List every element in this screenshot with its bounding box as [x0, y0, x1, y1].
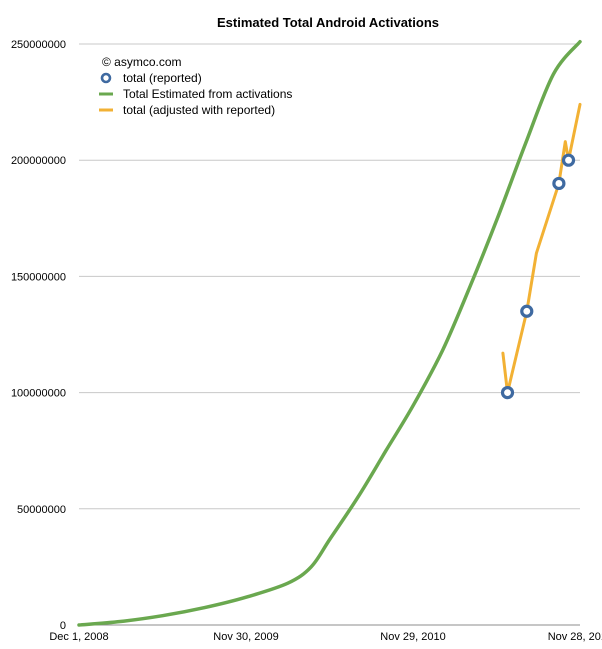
y-tick-label: 150000000: [11, 271, 66, 283]
chart-title: Estimated Total Android Activations: [217, 15, 439, 30]
x-tick-label: Dec 1, 2008: [49, 631, 108, 643]
data-point-reported: [561, 153, 576, 167]
series-line-estimated: [77, 39, 582, 627]
x-tick-label: Nov 30, 2009: [213, 631, 278, 643]
legend-label-adjusted: total (adjusted with reported): [123, 103, 275, 117]
legend-label-reported: total (reported): [123, 71, 202, 85]
y-tick-label: 200000000: [11, 155, 66, 167]
data-point-reported: [552, 176, 566, 191]
legend-label-estimated: Total Estimated from activations: [123, 87, 292, 101]
x-tick-label: Nov 29, 2010: [380, 631, 445, 643]
y-tick-label: 100000000: [11, 388, 66, 400]
legend-swatch-reported: [100, 72, 112, 84]
x-tick-label: Nov 28, 2011: [548, 631, 602, 643]
data-point-reported: [500, 386, 515, 400]
y-tick-label: 50000000: [17, 504, 66, 516]
data-point-reported: [520, 304, 534, 318]
series-layer: [77, 39, 582, 627]
copyright-annotation: © asymco.com: [102, 55, 182, 69]
y-tick-label: 250000000: [11, 39, 66, 51]
axis-layer: 0 50000000 100000000 150000000 200000000 2500…: [11, 39, 602, 643]
y-tick-label: 0: [60, 620, 66, 632]
legend: © asymco.com total (reported) Total Estim…: [99, 55, 292, 117]
series-line-adjusted: [501, 102, 582, 395]
